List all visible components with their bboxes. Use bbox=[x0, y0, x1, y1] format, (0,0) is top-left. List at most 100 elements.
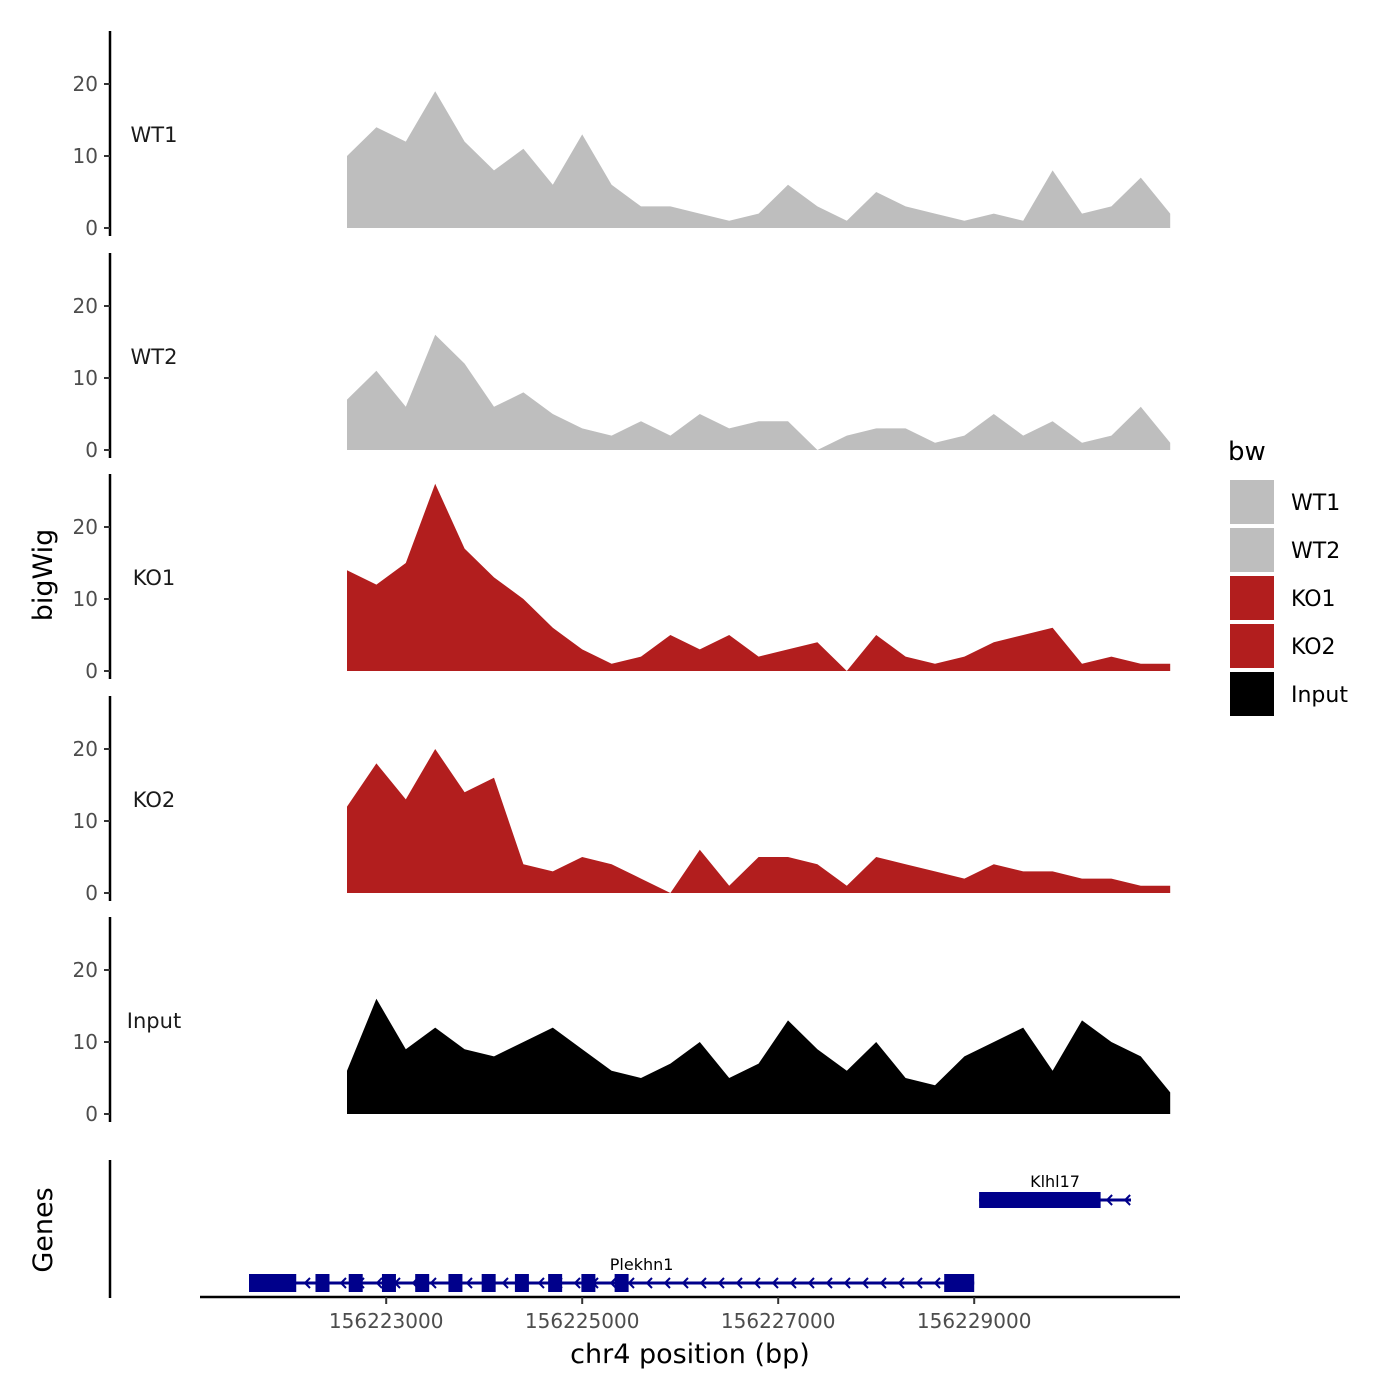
strand-chevron bbox=[843, 1277, 851, 1289]
y-tick-label: 10 bbox=[73, 366, 98, 390]
strand-chevron bbox=[483, 1277, 491, 1289]
track-label: KO1 bbox=[133, 566, 176, 590]
genes-axis-title: Genes bbox=[28, 1187, 59, 1272]
y-axis-title: bigWig bbox=[28, 529, 59, 622]
legend-label: WT2 bbox=[1291, 539, 1340, 564]
x-axis-title: chr4 position (bp) bbox=[570, 1339, 810, 1370]
strand-chevron bbox=[1069, 1194, 1077, 1206]
legend-label: WT1 bbox=[1291, 491, 1340, 516]
strand-chevron bbox=[663, 1277, 671, 1289]
strand-chevron bbox=[861, 1277, 869, 1289]
y-tick-label: 0 bbox=[85, 438, 98, 462]
strand-chevron bbox=[1051, 1194, 1059, 1206]
track-WT2: 0 10 20 WT2 bbox=[73, 253, 1171, 462]
gene-exon bbox=[448, 1274, 463, 1292]
y-tick-label: 20 bbox=[73, 72, 98, 96]
strand-chevron bbox=[393, 1277, 401, 1289]
gene-exon bbox=[979, 1192, 1101, 1208]
strand-chevron bbox=[681, 1277, 689, 1289]
strand-chevron bbox=[627, 1277, 635, 1289]
gene-exon bbox=[581, 1274, 596, 1292]
strand-chevron bbox=[897, 1277, 905, 1289]
legend-swatch bbox=[1230, 624, 1274, 668]
gene-exon bbox=[282, 1274, 297, 1292]
strand-chevron bbox=[375, 1277, 383, 1289]
strand-chevron bbox=[321, 1277, 329, 1289]
legend-label: KO1 bbox=[1291, 587, 1336, 612]
y-tick-label: 0 bbox=[85, 216, 98, 240]
y-tick-label: 20 bbox=[73, 294, 98, 318]
gene-exon bbox=[348, 1274, 363, 1292]
strand-chevron bbox=[915, 1277, 923, 1289]
x-tick-label: 156225000 bbox=[525, 1309, 640, 1333]
strand-chevron bbox=[501, 1277, 509, 1289]
y-tick-label: 10 bbox=[73, 144, 98, 168]
strand-chevron bbox=[1105, 1194, 1113, 1206]
gene-Plekhn1: Plekhn1 bbox=[249, 1255, 975, 1292]
y-tick-label: 20 bbox=[73, 958, 98, 982]
gene-exon bbox=[548, 1274, 563, 1292]
gene-track: Plekhn1 Klhl17 bbox=[108, 1160, 1131, 1298]
legend-label: KO2 bbox=[1291, 635, 1336, 660]
strand-chevron bbox=[735, 1277, 743, 1289]
strand-chevron bbox=[411, 1277, 419, 1289]
strand-chevron bbox=[771, 1277, 779, 1289]
legend-swatch bbox=[1230, 528, 1274, 572]
legend-label: Input bbox=[1291, 683, 1348, 708]
y-tick-label: 20 bbox=[73, 737, 98, 761]
legend-swatch bbox=[1230, 672, 1274, 716]
strand-chevron bbox=[339, 1277, 347, 1289]
track-KO1: 0 10 20 KO1 bbox=[73, 474, 1171, 683]
strand-chevron bbox=[879, 1277, 887, 1289]
strand-chevron bbox=[753, 1277, 761, 1289]
track-area bbox=[347, 483, 1171, 671]
strand-chevron bbox=[933, 1277, 941, 1289]
x-tick-label: 156229000 bbox=[917, 1309, 1032, 1333]
strand-chevron bbox=[1033, 1194, 1041, 1206]
x-tick-label: 156227000 bbox=[721, 1309, 836, 1333]
strand-chevron bbox=[519, 1277, 527, 1289]
track-area bbox=[347, 998, 1171, 1114]
strand-chevron bbox=[807, 1277, 815, 1289]
y-tick-label: 10 bbox=[73, 809, 98, 833]
track-label: WT1 bbox=[131, 123, 178, 147]
y-tick-label: 0 bbox=[85, 881, 98, 905]
strand-chevron bbox=[789, 1277, 797, 1289]
strand-chevron bbox=[717, 1277, 725, 1289]
strand-chevron bbox=[825, 1277, 833, 1289]
track-KO2: 0 10 20 KO2 bbox=[73, 696, 1171, 905]
track-area bbox=[347, 91, 1171, 228]
track-label: WT2 bbox=[131, 345, 178, 369]
y-tick-label: 10 bbox=[73, 1030, 98, 1054]
gene-exon bbox=[614, 1274, 629, 1292]
legend-swatch bbox=[1230, 480, 1274, 524]
y-tick-label: 0 bbox=[85, 1102, 98, 1126]
x-tick-label: 156223000 bbox=[329, 1309, 444, 1333]
gene-exon bbox=[481, 1274, 496, 1292]
track-Input: 0 10 20 Input bbox=[73, 917, 1171, 1126]
strand-chevron bbox=[591, 1277, 599, 1289]
y-tick-label: 10 bbox=[73, 587, 98, 611]
gene-exon bbox=[944, 1274, 975, 1292]
gene-exon bbox=[381, 1274, 396, 1292]
strand-chevron bbox=[573, 1277, 581, 1289]
x-axis: 156223000 156225000 156227000 156229000 bbox=[200, 1295, 1180, 1333]
y-tick-label: 20 bbox=[73, 515, 98, 539]
strand-chevron bbox=[303, 1277, 311, 1289]
strand-chevron bbox=[429, 1277, 437, 1289]
y-tick-label: 0 bbox=[85, 659, 98, 683]
strand-chevron bbox=[997, 1194, 1005, 1206]
strand-chevron bbox=[537, 1277, 545, 1289]
strand-chevron bbox=[357, 1277, 365, 1289]
legend-title: bw bbox=[1228, 437, 1266, 467]
legend: bw WT1 WT2 KO1 KO2 Input bbox=[1228, 437, 1348, 716]
strand-chevron bbox=[609, 1277, 617, 1289]
strand-chevron bbox=[555, 1277, 563, 1289]
track-area bbox=[347, 334, 1171, 450]
strand-chevron bbox=[1015, 1194, 1023, 1206]
track-label: Input bbox=[127, 1009, 181, 1033]
strand-chevron bbox=[447, 1277, 455, 1289]
strand-chevron bbox=[951, 1277, 959, 1289]
gene-exon bbox=[415, 1274, 430, 1292]
